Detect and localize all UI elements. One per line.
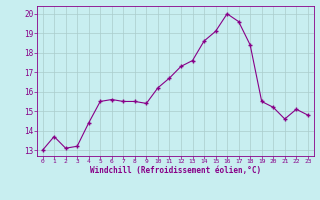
X-axis label: Windchill (Refroidissement éolien,°C): Windchill (Refroidissement éolien,°C) bbox=[90, 166, 261, 175]
